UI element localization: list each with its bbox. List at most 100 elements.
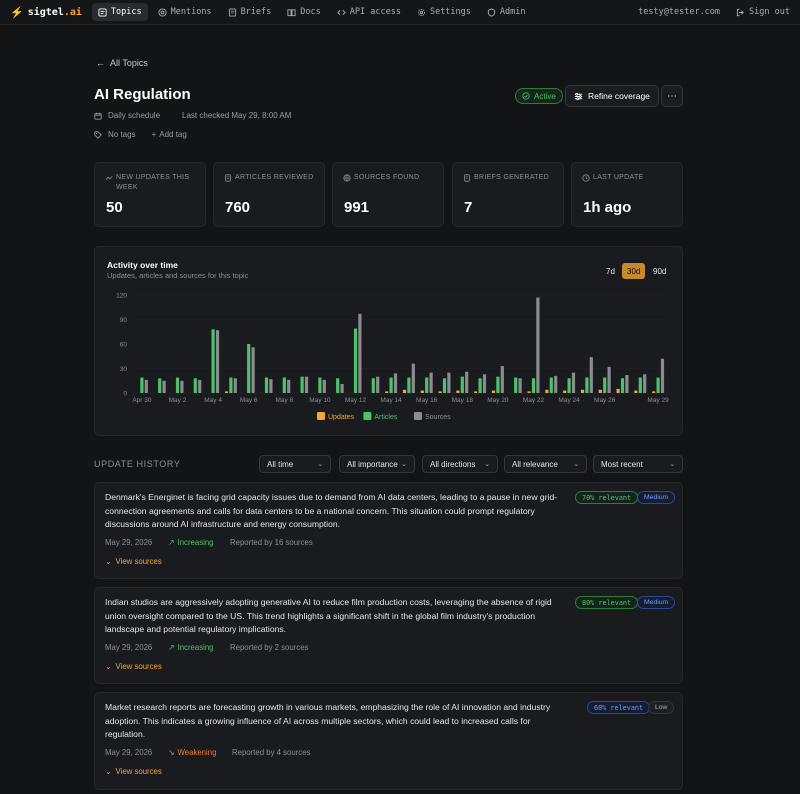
nav-item-label: Admin [499,7,526,17]
bar-sources [162,380,166,393]
bar-sources [536,297,540,393]
bar-articles [460,376,464,393]
status-badge: Active [515,88,563,104]
filter-relevance[interactable]: All relevance ⌄ [504,455,587,473]
bar-updates [580,389,585,393]
tag-icon [94,130,102,139]
bar-sources [482,374,487,393]
importance-badge: Medium [637,491,676,504]
check-circle-icon [522,92,530,100]
x-tick-label: May 8 [275,397,293,404]
at-icon [158,7,167,17]
update-card: Denmark's Energinet is facing grid capac… [94,482,683,579]
bar-updates [652,391,656,393]
refine-coverage-button[interactable]: Refine coverage [565,85,659,107]
filter-time[interactable]: All time ⌄ [259,455,331,473]
trend-up-icon: ↗ [168,643,175,652]
nav-item-label: API access [349,7,401,17]
bar-updates [402,389,407,393]
trend-indicator: ↘ Weakening [168,748,216,757]
nav-item-topics[interactable]: Topics [91,3,148,21]
arrow-left-icon: ← [96,58,105,68]
update-text: Indian studios are aggressively adopting… [105,597,552,634]
back-link[interactable]: ← All Topics [96,58,148,68]
shield-icon [487,7,496,17]
brand-logo[interactable]: ⚡ sigtel .ai [10,6,82,19]
trend-icon [105,176,113,180]
bar-articles [353,328,358,393]
view-sources-button[interactable]: ⌄ View sources [105,557,162,566]
bar-articles [442,378,447,393]
brand-name: sigtel [27,6,64,18]
bar-articles [514,377,518,393]
update-date: May 29, 2026 [105,748,153,757]
filter-importance[interactable]: All importance ⌄ [339,455,415,473]
nav-item-mentions[interactable]: Mentions [152,3,218,21]
bar-articles [478,378,482,393]
stat-label: Briefs generated [474,174,550,181]
chevron-down-icon: ⌄ [105,767,112,776]
sign-out-label: Sign out [749,7,790,17]
back-label: All Topics [110,58,148,68]
nav-item-api-access[interactable]: API access [331,3,407,21]
last-checked-text: Last checked May 29, 8:00 AM [182,111,292,120]
x-tick-label: May 29 [647,397,669,404]
filter-sort[interactable]: Most recent ⌄ [593,455,683,473]
bar-articles [620,378,625,393]
topics-icon [98,7,107,17]
chevron-down-icon: ⌄ [669,461,675,468]
bar-sources [625,375,629,393]
nav-item-docs[interactable]: Docs [281,3,326,21]
nav-item-admin[interactable]: Admin [481,3,532,21]
chart-subtitle: Updates, articles and sources for this t… [107,271,249,280]
nav-item-label: Settings [429,7,471,17]
add-tag-button[interactable]: + Add tag [152,130,187,139]
y-tick-label: 90 [120,317,128,324]
sign-out-button[interactable]: Sign out [736,7,790,17]
range-7d[interactable]: 7d [606,266,615,276]
filter-direction[interactable]: All directions ⌄ [422,455,498,473]
stat-value: 760 [225,199,251,216]
stat-briefs-generated: Briefs generated 7 [452,162,564,227]
chevron-down-icon: ⌄ [573,461,579,468]
brief-icon [464,174,470,182]
bar-sources [465,371,469,393]
nav-item-briefs[interactable]: Briefs [222,3,278,21]
stat-label: New updates this week [116,174,190,191]
bar-updates [420,390,424,393]
bar-articles [193,378,197,393]
nav-item-label: Docs [300,7,321,17]
bar-sources [322,379,326,393]
view-sources-button[interactable]: ⌄ View sources [105,767,162,776]
x-tick-label: May 2 [169,397,187,404]
bar-articles [318,377,322,393]
bar-sources [411,363,415,393]
bar-sources [144,379,148,393]
range-90d[interactable]: 90d [653,266,667,276]
bar-sources [340,384,344,393]
chevron-down-icon: ⌄ [105,557,112,566]
bar-sources [358,313,362,393]
reported-by: Reported by 2 sources [230,643,309,652]
bar-articles [603,377,607,393]
book-icon [287,8,296,16]
view-sources-label: View sources [115,662,162,671]
bar-articles [211,329,215,393]
bar-articles [140,377,144,393]
bar-articles [229,377,233,393]
user-email[interactable]: testy@tester.com [638,7,721,17]
briefs-icon [228,7,236,17]
bar-sources [180,380,184,393]
range-30d[interactable]: 30d [622,263,646,279]
filter-label: All importance [347,459,398,469]
nav-item-label: Topics [110,7,142,17]
more-options-button[interactable]: ⋯ [661,85,683,107]
view-sources-button[interactable]: ⌄ View sources [105,662,162,671]
refine-label: Refine coverage [588,91,650,101]
top-nav: ⚡ sigtel .ai Topics Mentions Briefs Docs … [0,0,800,25]
nav-item-label: Mentions [170,7,212,17]
bar-sources [215,330,220,393]
bar-updates [474,391,478,393]
no-tags-text: No tags [108,130,136,139]
nav-item-settings[interactable]: Settings [411,3,477,21]
